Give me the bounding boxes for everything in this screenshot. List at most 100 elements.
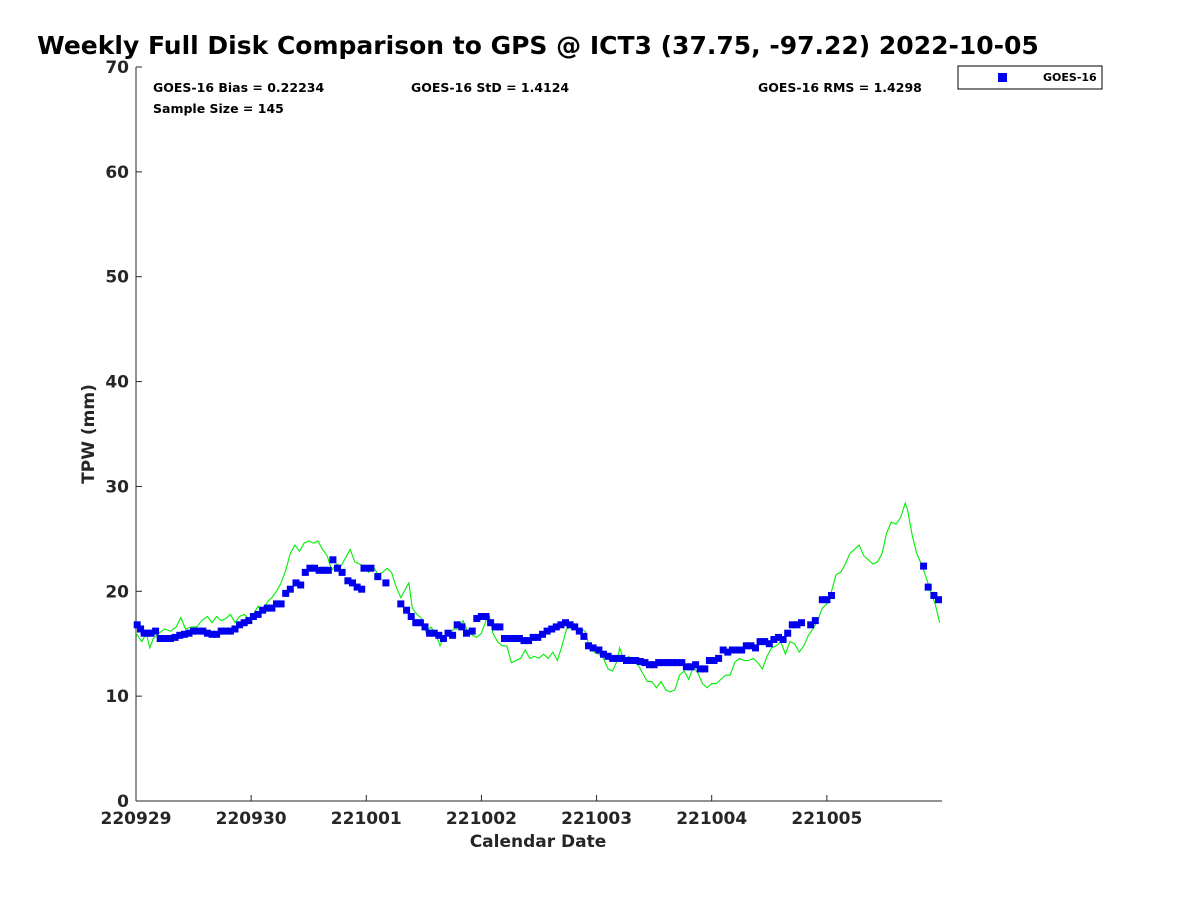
stat-rms: GOES-16 RMS = 1.4298 (758, 80, 922, 95)
goes16-point (292, 579, 300, 587)
goes16-point (477, 613, 485, 620)
goes16-point (213, 630, 221, 638)
goes16-point (311, 564, 318, 572)
goes16-point (673, 659, 681, 667)
goes16-point (636, 658, 644, 665)
legend: GOES-16 (957, 65, 1103, 90)
goes16-point (775, 633, 782, 641)
goes16-point (525, 637, 533, 645)
goes16-point (548, 625, 556, 633)
goes16-point (807, 621, 815, 629)
y-axis-label: TPW (mm) (79, 384, 99, 484)
y-tick-label: 20 (105, 582, 129, 602)
goes16-point (752, 644, 759, 652)
goes16-point (761, 638, 769, 646)
goes16-point (669, 659, 677, 667)
y-tick-label: 50 (105, 268, 129, 288)
goes16-point (678, 659, 686, 667)
x-axis-ticks: 220929 220930 221001 221002 221003 221004 2210… (101, 795, 862, 829)
goes16-point (382, 579, 390, 587)
goes16-point (659, 659, 667, 667)
goes16-point (705, 657, 713, 664)
goes16-point (501, 635, 508, 642)
goes16-point (268, 604, 276, 612)
goes16-point (360, 564, 368, 572)
goes16-point (505, 635, 513, 642)
goes16-point (240, 619, 248, 627)
goes16-point (349, 579, 356, 587)
goes16-point (403, 606, 411, 614)
goes16-point (463, 629, 470, 637)
goes16-point (793, 621, 801, 629)
stat-std: GOES-16 StD = 1.4124 (411, 80, 569, 95)
goes16-point (823, 596, 831, 604)
y-tick-label: 60 (105, 163, 129, 183)
goes16-point (374, 573, 382, 581)
goes16-point (161, 635, 169, 642)
goes16-point (412, 619, 420, 627)
goes16-point (613, 654, 621, 662)
goes16-point (701, 665, 709, 673)
goes16-point (338, 568, 346, 576)
goes16-point (320, 566, 328, 574)
goes16-point (510, 635, 518, 642)
goes16-point (715, 654, 723, 662)
goes16-point (435, 631, 443, 639)
goes16-point (646, 661, 653, 669)
goes16-point (407, 613, 415, 620)
gps-line (135, 501, 941, 693)
goes16-point (426, 629, 434, 637)
goes16-point (765, 640, 773, 648)
goes16-point (920, 562, 928, 570)
goes16-point (367, 564, 375, 572)
goes16-point (655, 659, 663, 667)
goes16-point (733, 646, 741, 654)
goes16-point (632, 657, 640, 664)
goes16-point (496, 623, 504, 631)
goes16-point (152, 627, 160, 635)
goes16-point (571, 623, 579, 631)
legend-marker (998, 73, 1007, 82)
goes16-point (358, 585, 366, 593)
goes16-point (595, 646, 603, 654)
goes16-point (190, 627, 198, 635)
goes16-point (156, 635, 164, 642)
goes16-point (208, 630, 216, 638)
goes16-point (575, 627, 583, 635)
x-tick-label: 220930 (216, 809, 287, 829)
goes16-point (236, 621, 244, 629)
x-tick-label: 221001 (331, 809, 402, 829)
goes16-point (306, 564, 314, 572)
goes16-point (627, 657, 635, 664)
goes16-point (784, 629, 792, 637)
goes16-point (818, 596, 826, 604)
goes16-point (491, 623, 499, 631)
goes16-point (515, 635, 523, 642)
goes16-point (273, 600, 280, 608)
gps-series (135, 501, 941, 693)
goes16-point (176, 631, 184, 639)
legend-label: GOES-16 (1043, 71, 1097, 84)
goes16-point (747, 642, 755, 650)
goes16-point (329, 556, 337, 564)
y-tick-label: 0 (117, 792, 129, 812)
legend-box (957, 65, 1103, 90)
goes16-point (217, 627, 225, 635)
goes16-point (650, 661, 658, 669)
goes16-point (534, 633, 542, 641)
goes16-point (756, 638, 764, 646)
goes16-point (133, 621, 141, 629)
goes16-point (788, 621, 796, 629)
goes16-point (231, 625, 239, 633)
goes16-point (566, 621, 574, 629)
goes16-point (811, 617, 819, 625)
goes16-point (609, 654, 617, 662)
goes16-point (167, 635, 174, 642)
goes16-point (185, 629, 193, 637)
stat-sample-size: Sample Size = 145 (153, 101, 284, 116)
goes16-point (353, 583, 361, 591)
goes16-point (682, 663, 690, 671)
goes16-point (935, 596, 942, 604)
goes16-point (439, 635, 447, 642)
goes16-point (199, 627, 207, 635)
